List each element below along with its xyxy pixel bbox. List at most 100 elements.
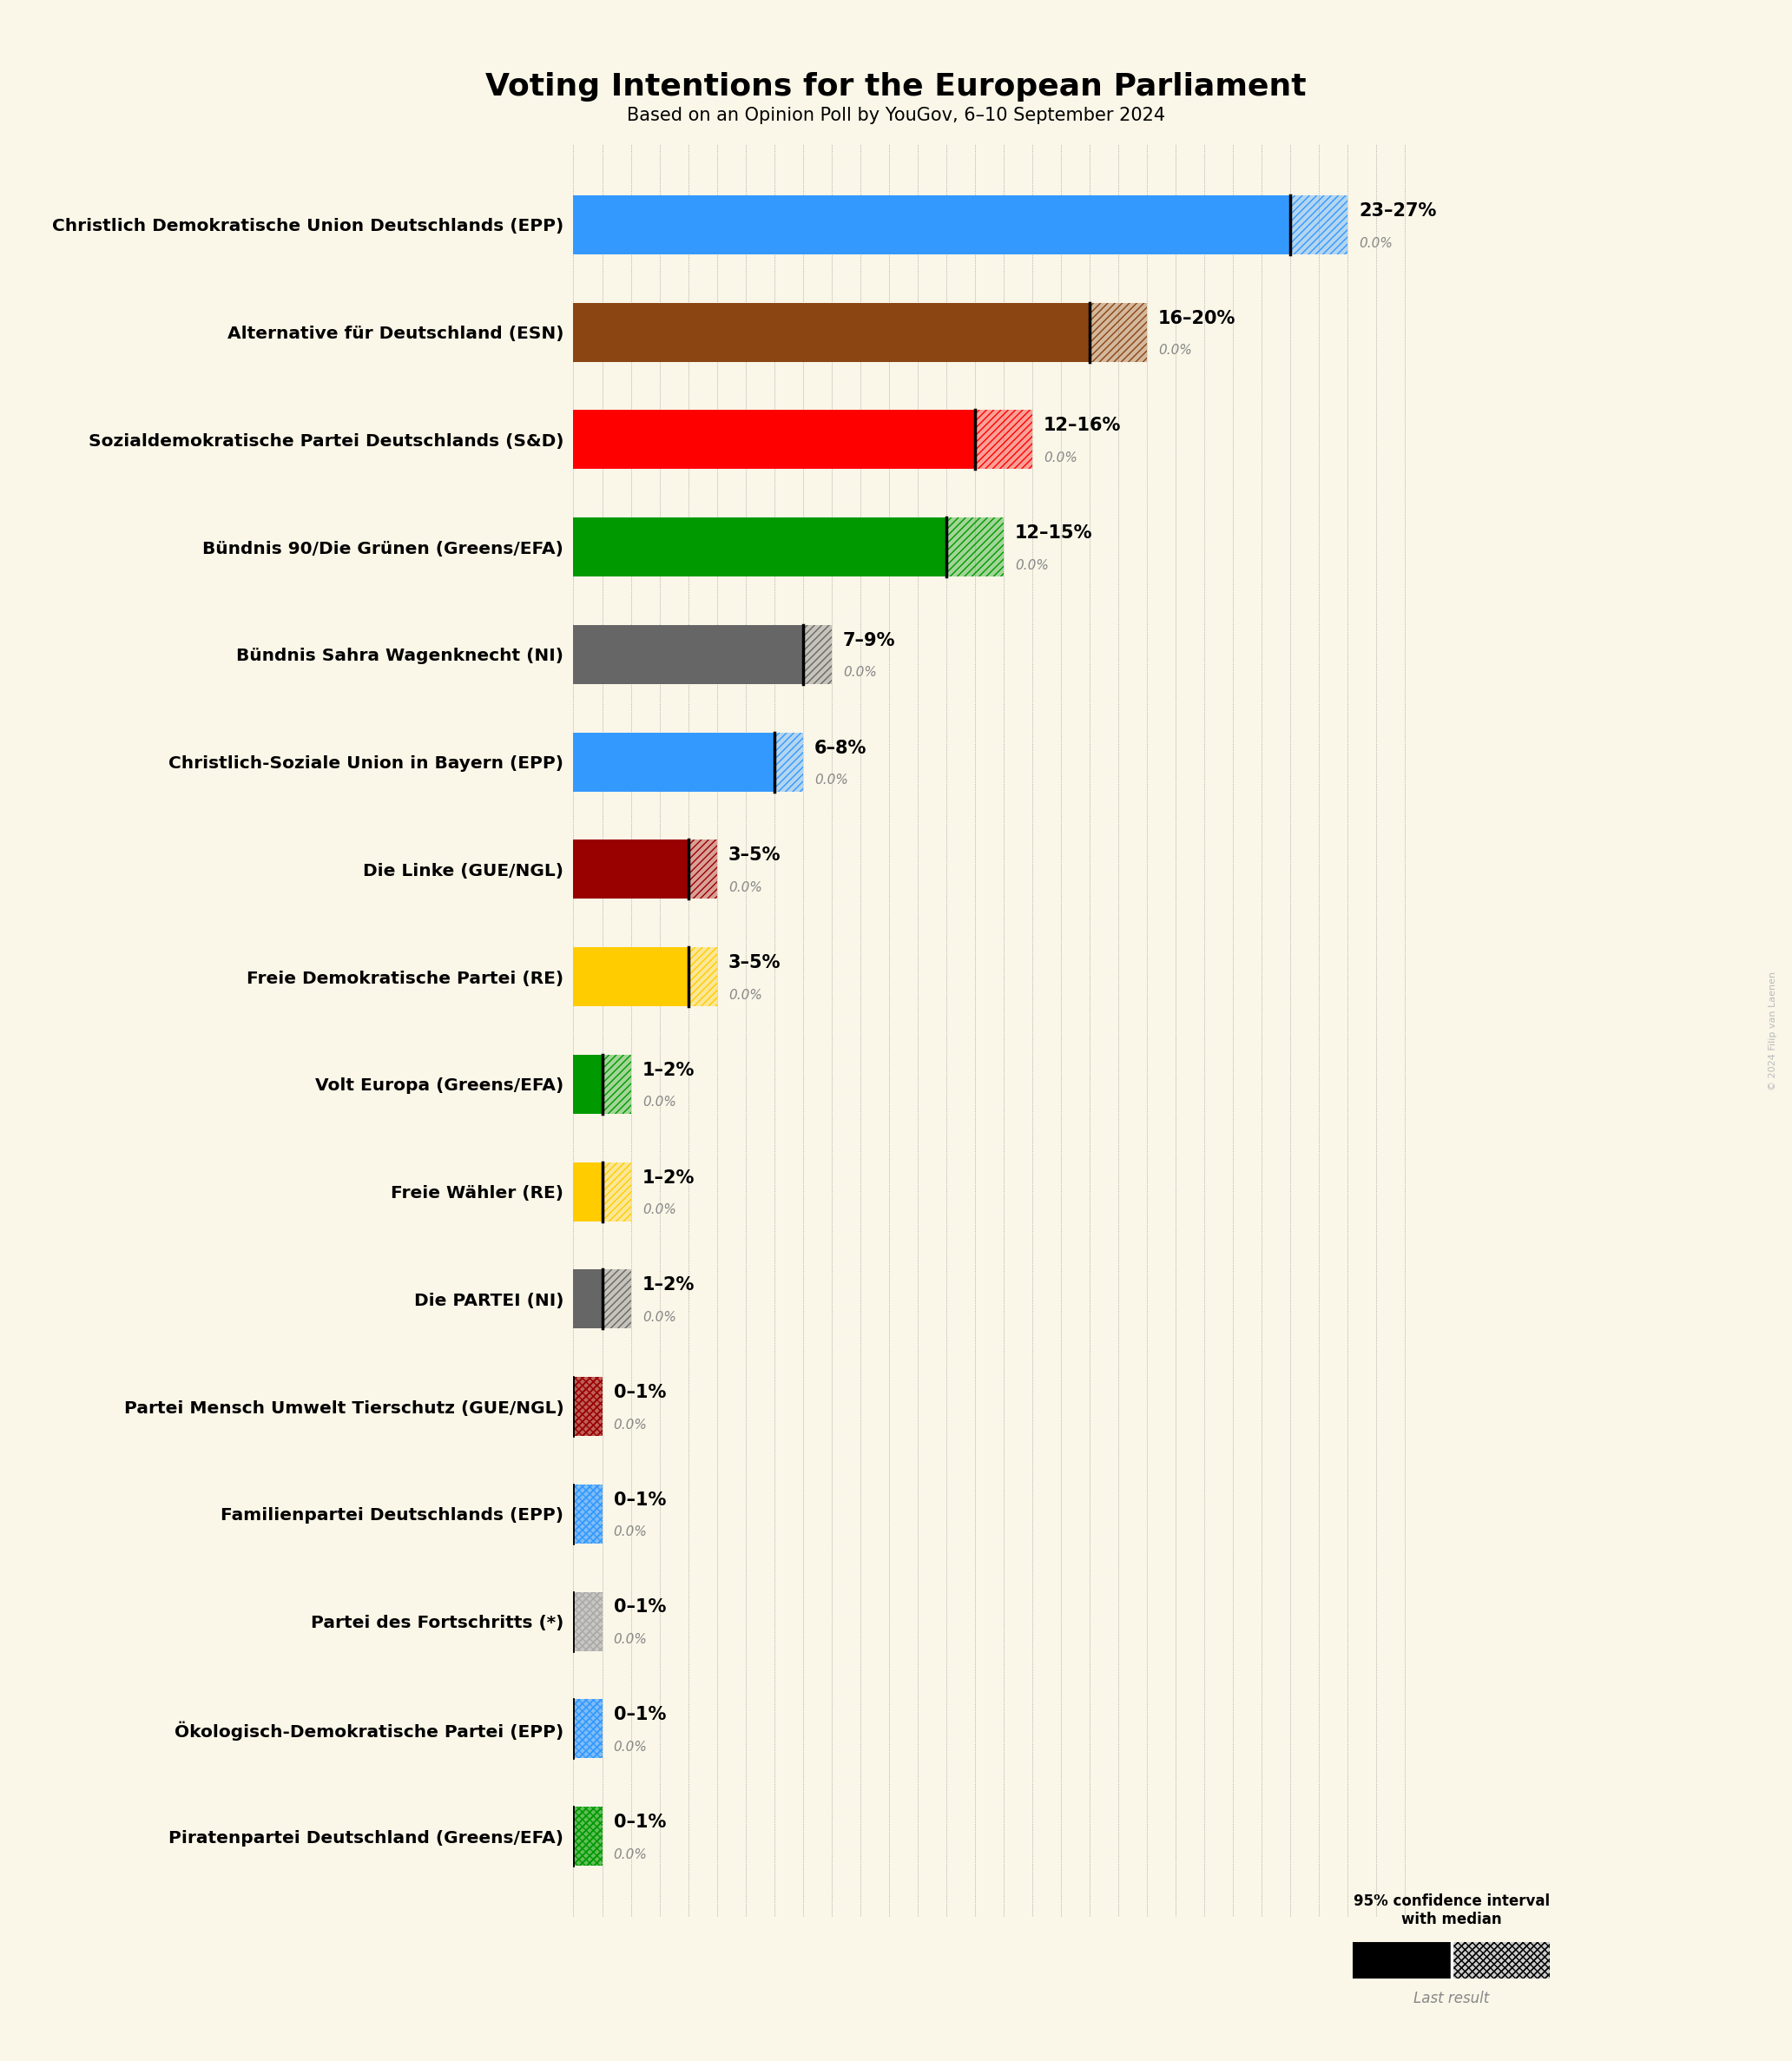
Bar xyxy=(745,732,774,791)
Bar xyxy=(975,410,1032,470)
Bar xyxy=(1090,303,1147,363)
Bar xyxy=(659,948,688,1006)
Text: 0.0%: 0.0% xyxy=(728,989,762,1002)
Bar xyxy=(975,410,1032,470)
Bar xyxy=(774,732,803,791)
Text: 0–1%: 0–1% xyxy=(613,1599,667,1616)
Text: 0.0%: 0.0% xyxy=(613,1418,647,1430)
Bar xyxy=(573,303,1032,363)
Bar xyxy=(573,1484,602,1544)
Bar xyxy=(1452,1941,1550,1979)
Text: Voting Intentions for the European Parliament: Voting Intentions for the European Parli… xyxy=(486,72,1306,101)
Bar xyxy=(573,1807,602,1865)
Text: 0.0%: 0.0% xyxy=(613,1739,647,1754)
Bar xyxy=(573,1591,602,1651)
Bar xyxy=(688,839,717,899)
Bar xyxy=(573,1484,602,1544)
Bar xyxy=(573,839,659,899)
Bar xyxy=(573,1270,602,1329)
Text: Based on an Opinion Poll by YouGov, 6–10 September 2024: Based on an Opinion Poll by YouGov, 6–10… xyxy=(627,107,1165,124)
Bar xyxy=(602,1270,631,1329)
Bar xyxy=(573,1698,602,1758)
Bar xyxy=(1032,303,1090,363)
Bar xyxy=(602,1162,631,1222)
Bar xyxy=(1290,196,1348,254)
Text: 0.0%: 0.0% xyxy=(728,882,762,894)
Text: 0.0%: 0.0% xyxy=(613,1849,647,1861)
Text: 1–2%: 1–2% xyxy=(642,1276,695,1294)
Text: © 2024 Filip van Laenen: © 2024 Filip van Laenen xyxy=(1769,971,1778,1090)
Bar xyxy=(688,948,717,1006)
Bar xyxy=(1233,196,1290,254)
Bar xyxy=(602,1055,631,1113)
Text: 3–5%: 3–5% xyxy=(728,847,781,864)
Text: 0.0%: 0.0% xyxy=(842,666,876,680)
Bar xyxy=(573,1377,602,1437)
Bar xyxy=(1090,303,1147,363)
Bar xyxy=(573,1698,602,1758)
Bar xyxy=(573,1484,602,1544)
Bar xyxy=(573,624,774,684)
Bar xyxy=(573,410,918,470)
Bar xyxy=(573,1807,602,1865)
Bar xyxy=(573,1377,602,1437)
Text: 1–2%: 1–2% xyxy=(642,1061,695,1078)
Bar xyxy=(659,948,688,1006)
Bar xyxy=(573,1377,602,1437)
Bar xyxy=(918,410,975,470)
Bar xyxy=(602,1162,631,1222)
Bar xyxy=(573,1484,602,1544)
Bar xyxy=(573,517,918,577)
Bar xyxy=(688,839,717,899)
Bar xyxy=(573,1591,602,1651)
Bar xyxy=(745,732,774,791)
Text: 3–5%: 3–5% xyxy=(728,954,781,971)
Text: 16–20%: 16–20% xyxy=(1158,309,1236,328)
Bar xyxy=(573,1484,602,1544)
Bar xyxy=(573,948,659,1006)
Bar xyxy=(659,839,688,899)
Text: 0.0%: 0.0% xyxy=(613,1525,647,1540)
Bar xyxy=(1233,196,1290,254)
Text: 23–27%: 23–27% xyxy=(1358,202,1437,221)
Text: 0.0%: 0.0% xyxy=(1014,559,1048,571)
Bar xyxy=(602,1055,631,1113)
Bar xyxy=(602,1270,631,1329)
Bar xyxy=(774,624,803,684)
Text: 0.0%: 0.0% xyxy=(642,1311,676,1323)
Text: 1–2%: 1–2% xyxy=(642,1169,695,1187)
Bar xyxy=(573,1698,602,1758)
Text: 0.0%: 0.0% xyxy=(642,1204,676,1216)
Text: 0.0%: 0.0% xyxy=(1358,237,1392,249)
Bar xyxy=(573,1591,602,1651)
Text: 0.0%: 0.0% xyxy=(814,773,848,787)
Bar xyxy=(573,1807,602,1865)
Bar xyxy=(573,1591,602,1651)
Bar xyxy=(688,948,717,1006)
Text: 0.0%: 0.0% xyxy=(642,1096,676,1109)
Bar xyxy=(774,624,803,684)
Bar xyxy=(573,1377,602,1437)
Bar xyxy=(946,517,1004,577)
Text: 0–1%: 0–1% xyxy=(613,1707,667,1723)
Bar xyxy=(1353,1941,1452,1979)
Bar xyxy=(573,1698,602,1758)
Bar xyxy=(573,1377,602,1437)
Bar xyxy=(573,1807,602,1865)
Text: 95% confidence interval
with median: 95% confidence interval with median xyxy=(1353,1894,1550,1927)
Bar xyxy=(946,517,1004,577)
Text: 0.0%: 0.0% xyxy=(1043,451,1077,464)
Bar xyxy=(774,732,803,791)
Bar xyxy=(918,517,946,577)
Text: 0–1%: 0–1% xyxy=(613,1492,667,1509)
Bar xyxy=(573,1698,602,1758)
Text: 7–9%: 7–9% xyxy=(842,633,896,649)
Bar xyxy=(659,839,688,899)
Bar xyxy=(573,1162,602,1222)
Bar xyxy=(918,410,975,470)
Bar xyxy=(1290,196,1348,254)
Text: 6–8%: 6–8% xyxy=(814,740,867,756)
Bar xyxy=(1452,1941,1550,1979)
Bar xyxy=(573,1591,602,1651)
Bar xyxy=(803,624,831,684)
